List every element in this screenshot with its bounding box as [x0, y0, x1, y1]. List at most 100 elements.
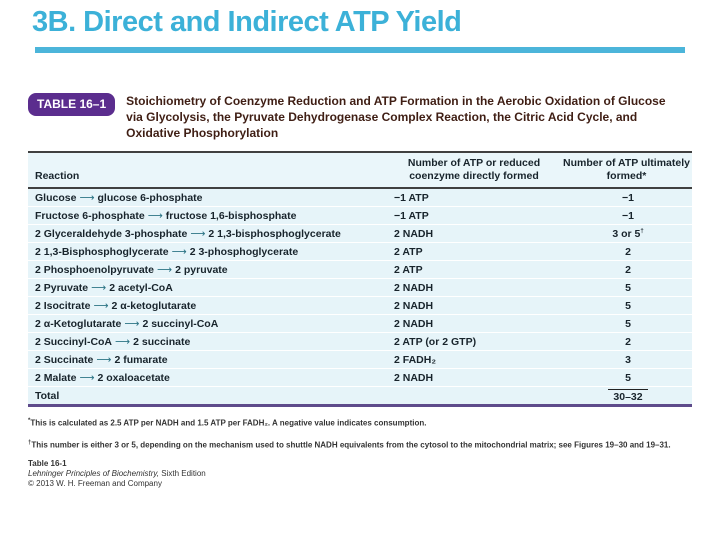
reaction-arrow-icon: ⟶ [147, 209, 163, 222]
reaction-product: 2 succinate [133, 335, 191, 348]
table-caption: Stoichiometry of Coenzyme Reduction and … [126, 94, 666, 140]
direct-formed-value: 2 NADH [394, 227, 434, 240]
direct-formed-cell: 2 NADH [387, 372, 564, 384]
ultimately-formed-cell: 2 [564, 246, 692, 258]
ultimately-formed-value: 2 [625, 245, 631, 258]
direct-formed-value: 2 ATP [394, 245, 423, 258]
ultimately-formed-value: −1 [622, 209, 634, 222]
direct-formed-cell: −1 ATP [387, 210, 564, 222]
direct-formed-cell: 2 FADH₂ [387, 354, 564, 366]
direct-formed-value: −1 ATP [394, 191, 429, 204]
reaction-arrow-icon: ⟶ [124, 317, 140, 330]
reaction-cell: Glucose ⟶ glucose 6-phosphate [28, 192, 387, 204]
ultimately-formed-cell: 2 [564, 336, 692, 348]
ultimately-formed-cell: 5 [564, 372, 692, 384]
page-title: 3B. Direct and Indirect ATP Yield [32, 6, 462, 38]
table-number-badge: TABLE 16–1 [28, 93, 116, 116]
reaction-cell: 2 Phosphoenolpyruvate ⟶ 2 pyruvate [28, 264, 387, 276]
ultimately-formed-cell: 5 [564, 318, 692, 330]
table-row: 2 Succinyl-CoA ⟶ 2 succinate 2 ATP (or 2 GT… [28, 333, 692, 351]
reaction-cell: 2 Isocitrate ⟶ 2 α-ketoglutarate [28, 300, 387, 312]
footnote-marker: † [640, 228, 644, 234]
footnote-text: This number is either 3 or 5, depending … [31, 440, 671, 450]
table-total-row: Total 30–32 [28, 387, 692, 404]
total-value-cell: 30–32 [564, 388, 692, 403]
table-row: 2 Succinate ⟶ 2 fumarate 2 FADH₂ 3 [28, 351, 692, 369]
reaction-arrow-icon: ⟶ [79, 371, 95, 384]
table-row: 2 Phosphoenolpyruvate ⟶ 2 pyruvate 2 ATP 2 [28, 261, 692, 279]
ultimately-formed-cell: 5 [564, 300, 692, 312]
source-credits: Table 16-1 Lehninger Principles of Bioch… [28, 459, 692, 489]
direct-formed-cell: 2 NADH [387, 228, 564, 240]
reaction-arrow-icon: ⟶ [190, 227, 206, 240]
table-row: 2 Malate ⟶ 2 oxaloacetate 2 NADH 5 [28, 369, 692, 387]
ultimately-formed-cell: 5 [564, 282, 692, 294]
credit-edition: Sixth Edition [159, 469, 206, 479]
ultimately-formed-cell: −1 [564, 210, 692, 222]
reaction-cell: 2 Succinyl-CoA ⟶ 2 succinate [28, 336, 387, 348]
table-body: Glucose ⟶ glucose 6-phosphate −1 ATP −1 Fruct… [28, 189, 692, 387]
reaction-substrate: 2 Succinyl-CoA [35, 335, 113, 348]
footnote-marker: * [28, 418, 31, 424]
footnote-marker: † [28, 439, 32, 446]
column-header-direct: Number of ATP or reduced coenzyme direct… [407, 157, 541, 182]
footnote-dagger: †This number is either 3 or 5, depending… [28, 438, 688, 451]
column-header-label: Reaction [35, 170, 80, 182]
reaction-substrate: 2 Malate [35, 371, 77, 384]
credit-book-title-italic: Lehninger Principles of Biochemistry, [28, 469, 160, 479]
ultimately-formed-value: 2 [625, 263, 631, 276]
ultimately-formed-value: 5 [625, 317, 631, 330]
direct-formed-value: 2 ATP [394, 263, 423, 276]
reaction-substrate: 2 α-Ketoglutarate [35, 317, 122, 330]
reaction-arrow-icon: ⟶ [91, 281, 107, 294]
direct-formed-value: 2 NADH [394, 371, 434, 384]
direct-formed-cell: 2 NADH [387, 318, 564, 330]
reaction-product: 2 fumarate [114, 353, 168, 366]
reaction-substrate: 2 Phosphoenolpyruvate [35, 263, 155, 276]
reaction-substrate: 2 Isocitrate [35, 299, 91, 312]
ultimately-formed-value: 3 [625, 353, 631, 366]
table-row: 2 Glyceraldehyde 3-phosphate ⟶ 2 1,3-bisph… [28, 225, 692, 243]
ultimately-formed-cell: −1 [564, 192, 692, 204]
reaction-substrate: 2 Succinate [35, 353, 94, 366]
direct-formed-cell: 2 ATP (or 2 GTP) [387, 336, 564, 348]
total-label: Total [35, 389, 60, 402]
credit-copyright: © 2013 W. H. Freeman and Company [28, 479, 162, 489]
reaction-product: 2 succinyl-CoA [142, 317, 219, 330]
direct-formed-value: 2 FADH₂ [394, 353, 437, 366]
ultimately-formed-value: 3 or 5 [612, 227, 641, 240]
table-bottom-rule [28, 404, 692, 407]
reaction-cell: 2 α-Ketoglutarate ⟶ 2 succinyl-CoA [28, 318, 387, 330]
table-figure: TABLE 16–1 Stoichiometry of Coenzyme Red… [28, 93, 692, 489]
direct-formed-value: 2 NADH [394, 281, 434, 294]
footnote-text: This is calculated as 2.5 ATP per NADH a… [30, 418, 427, 428]
direct-formed-value: 2 NADH [394, 317, 434, 330]
reaction-substrate: 2 Glyceraldehyde 3-phosphate [35, 227, 188, 240]
table-header-block: TABLE 16–1 Stoichiometry of Coenzyme Red… [28, 93, 692, 141]
reaction-cell: 2 Malate ⟶ 2 oxaloacetate [28, 372, 387, 384]
direct-formed-cell: 2 ATP [387, 264, 564, 276]
reaction-arrow-icon: ⟶ [79, 191, 95, 204]
reaction-cell: 2 Pyruvate ⟶ 2 acetyl-CoA [28, 282, 387, 294]
reaction-substrate: Glucose [35, 191, 77, 204]
reaction-arrow-icon: ⟶ [93, 299, 109, 312]
reaction-product: 2 1,3-bisphosphoglycerate [208, 227, 341, 240]
reaction-substrate: 2 1,3-Bisphosphoglycerate [35, 245, 169, 258]
footnotes: *This is calculated as 2.5 ATP per NADH … [28, 416, 688, 450]
reaction-arrow-icon: ⟶ [157, 263, 173, 276]
ultimately-formed-cell: 3 [564, 354, 692, 366]
direct-formed-cell: −1 ATP [387, 192, 564, 204]
direct-formed-cell: 2 NADH [387, 282, 564, 294]
footnote-asterisk: *This is calculated as 2.5 ATP per NADH … [28, 416, 688, 429]
reaction-product: 2 3-phosphoglycerate [189, 245, 299, 258]
column-header-reaction: Reaction [28, 153, 387, 187]
direct-formed-cell: 2 ATP [387, 246, 564, 258]
reaction-product: 2 acetyl-CoA [109, 281, 173, 294]
reaction-product: fructose 1,6-bisphosphate [165, 209, 297, 222]
reaction-cell: 2 1,3-Bisphosphoglycerate ⟶ 2 3-phosphogly… [28, 246, 387, 258]
reaction-cell: 2 Succinate ⟶ 2 fumarate [28, 354, 387, 366]
ultimately-formed-value: 2 [625, 335, 631, 348]
reaction-product: 2 α-ketoglutarate [111, 299, 197, 312]
credit-table-number: Table 16-1 [28, 459, 67, 469]
